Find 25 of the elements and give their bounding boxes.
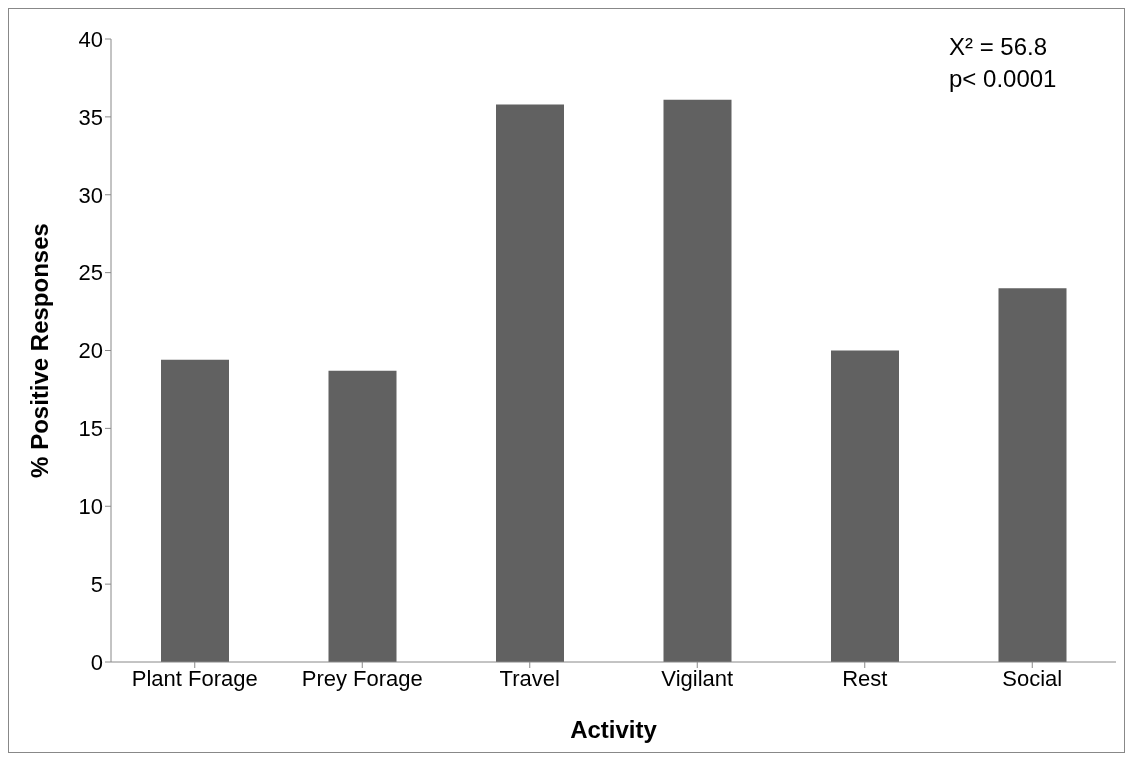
bar [328,370,397,662]
x-tick-label: Rest [842,665,888,691]
y-tick-label: 0 [90,649,103,675]
y-tick-label: 10 [78,494,103,520]
x-tick-label: Social [1002,665,1063,691]
annotation: p< 0.0001 [949,64,1057,94]
y-tick-label: 20 [78,338,103,364]
bar [161,359,229,662]
y-tick-label: 30 [78,182,103,208]
x-tick-label: Travel [499,665,560,691]
annotation: X² = 56.8 [949,32,1049,62]
x-axis-title: Activity [570,716,658,743]
y-tick-label: 25 [78,260,103,286]
y-tick-label: 5 [90,571,103,597]
bar [496,104,564,662]
y-tick-label: 40 [78,26,103,52]
y-tick-label: 35 [78,104,103,130]
x-tick-label: Plant Forage [131,665,258,691]
y-axis-title: % Positive Responses [25,223,53,478]
x-tick-label: Prey Forage [301,665,423,691]
y-tick-label: 15 [78,416,103,442]
x-tick-label: Vigilant [661,665,734,691]
bar [831,350,899,662]
bar [998,288,1067,662]
bar [663,99,732,662]
